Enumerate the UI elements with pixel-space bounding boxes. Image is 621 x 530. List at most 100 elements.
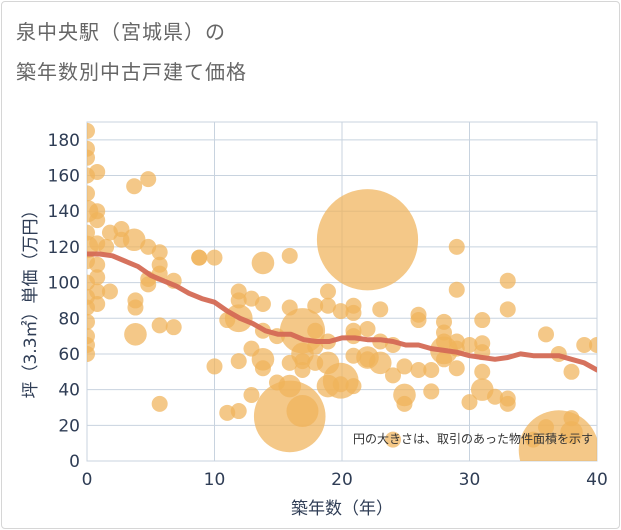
bubble-point xyxy=(89,256,106,273)
bubble-point xyxy=(525,431,542,448)
bubble-point xyxy=(410,362,427,379)
y-tick-label: 100 xyxy=(48,274,80,294)
y-axis-label: 坪（3.3㎡）単価（万円） xyxy=(21,201,41,398)
bubble-point xyxy=(436,333,452,350)
bubble-point xyxy=(423,362,440,379)
bubble-point xyxy=(294,362,311,379)
bubble-point xyxy=(89,295,106,312)
bubble-point xyxy=(487,388,503,405)
y-tick-label: 140 xyxy=(48,202,80,222)
bubble-point xyxy=(230,292,247,309)
bubble-point xyxy=(499,395,516,412)
y-tick-label: 0 xyxy=(69,452,80,472)
bubble-point xyxy=(206,249,223,266)
bubble-point xyxy=(206,358,223,375)
bubble-point xyxy=(230,353,247,370)
bubble-point xyxy=(281,247,298,264)
bubble-point xyxy=(563,363,580,380)
bubble-point xyxy=(396,358,413,375)
bubble-point xyxy=(372,301,389,318)
bubble-point xyxy=(89,163,106,180)
axes: 0 10 20 30 40 0 20 40 60 80 100 120 140 160 180 xyxy=(48,131,608,490)
bubble-point xyxy=(254,360,271,377)
x-axis-label: 築年数（年） xyxy=(291,499,393,519)
bubble-point xyxy=(448,238,465,255)
bubble-point xyxy=(316,189,419,291)
bubble-point xyxy=(140,276,157,293)
bubble-point xyxy=(307,322,324,339)
bubble-point xyxy=(151,244,168,261)
x-tick-label: 20 xyxy=(331,470,353,490)
bubble-point xyxy=(243,386,260,403)
trend-series xyxy=(87,251,597,373)
bubble-size-note: 円の大きさは、取引のあった物件面積を示す xyxy=(353,431,593,446)
chart-title-line1: 泉中央駅（宮城県）の xyxy=(16,20,226,44)
bubble-point xyxy=(87,313,95,330)
bubble-point xyxy=(191,249,208,266)
bubble-point xyxy=(499,301,516,318)
bubble-point xyxy=(576,337,593,354)
bubble-point xyxy=(89,269,106,286)
bubble-point xyxy=(345,304,362,321)
bubble-point xyxy=(89,283,106,300)
bubble-point xyxy=(251,251,275,275)
bubble-point xyxy=(474,363,491,380)
bubble-point xyxy=(332,376,349,393)
bubble-point xyxy=(448,360,465,377)
y-tick-label: 40 xyxy=(58,381,80,401)
y-tick-label: 180 xyxy=(48,131,80,151)
bubble-point xyxy=(126,178,143,195)
y-tick-label: 80 xyxy=(58,309,80,329)
bubble-point xyxy=(230,403,247,420)
bubble-point xyxy=(319,297,336,314)
bubble-point xyxy=(345,347,362,364)
bubble-point xyxy=(385,431,401,448)
bubble-point xyxy=(98,238,115,255)
bubble-point xyxy=(560,421,583,444)
bubble-point xyxy=(307,297,324,314)
bubble-point xyxy=(307,354,324,371)
bubble-point xyxy=(281,354,298,371)
bubble-point xyxy=(396,395,413,412)
bubble-point xyxy=(316,351,340,375)
bubble-point xyxy=(474,312,491,329)
bubble-point xyxy=(563,410,580,427)
y-tick-label: 20 xyxy=(58,416,80,436)
bubble-point xyxy=(87,122,95,139)
bubble-point xyxy=(151,317,168,334)
bubble-point xyxy=(286,395,319,428)
bubble-point xyxy=(243,340,260,357)
x-tick-label: 30 xyxy=(459,470,481,490)
bubble-point xyxy=(385,367,401,384)
bubble-point xyxy=(151,395,168,412)
bubble-point xyxy=(316,374,340,398)
y-tick-label: 120 xyxy=(48,238,80,258)
bubble-point xyxy=(448,281,465,298)
bubble-point xyxy=(461,394,478,411)
bubble-point xyxy=(589,337,597,354)
bubble-point xyxy=(359,320,376,337)
bubble-point xyxy=(319,283,336,300)
trend-line xyxy=(87,251,597,373)
bubble-point xyxy=(87,345,95,362)
x-tick-label: 40 xyxy=(586,470,608,490)
x-tick-label: 10 xyxy=(204,470,226,490)
bubble-point xyxy=(423,383,440,400)
bubble-point xyxy=(254,295,271,312)
x-tick-label: 0 xyxy=(82,470,93,490)
bubble-point xyxy=(410,312,427,329)
bubble-point xyxy=(122,228,146,252)
bubble-point xyxy=(436,351,452,368)
bubble-point xyxy=(499,272,516,289)
bubble-point xyxy=(461,337,478,354)
bubble-point xyxy=(281,299,298,316)
bubble-point xyxy=(87,185,95,202)
bubble-point xyxy=(345,378,362,395)
bubble-point xyxy=(124,323,147,346)
bubble-point xyxy=(538,419,554,436)
bubble-point xyxy=(87,149,95,166)
bubble-point xyxy=(89,212,106,229)
y-tick-label: 160 xyxy=(48,167,80,187)
bubble-point xyxy=(332,303,349,320)
